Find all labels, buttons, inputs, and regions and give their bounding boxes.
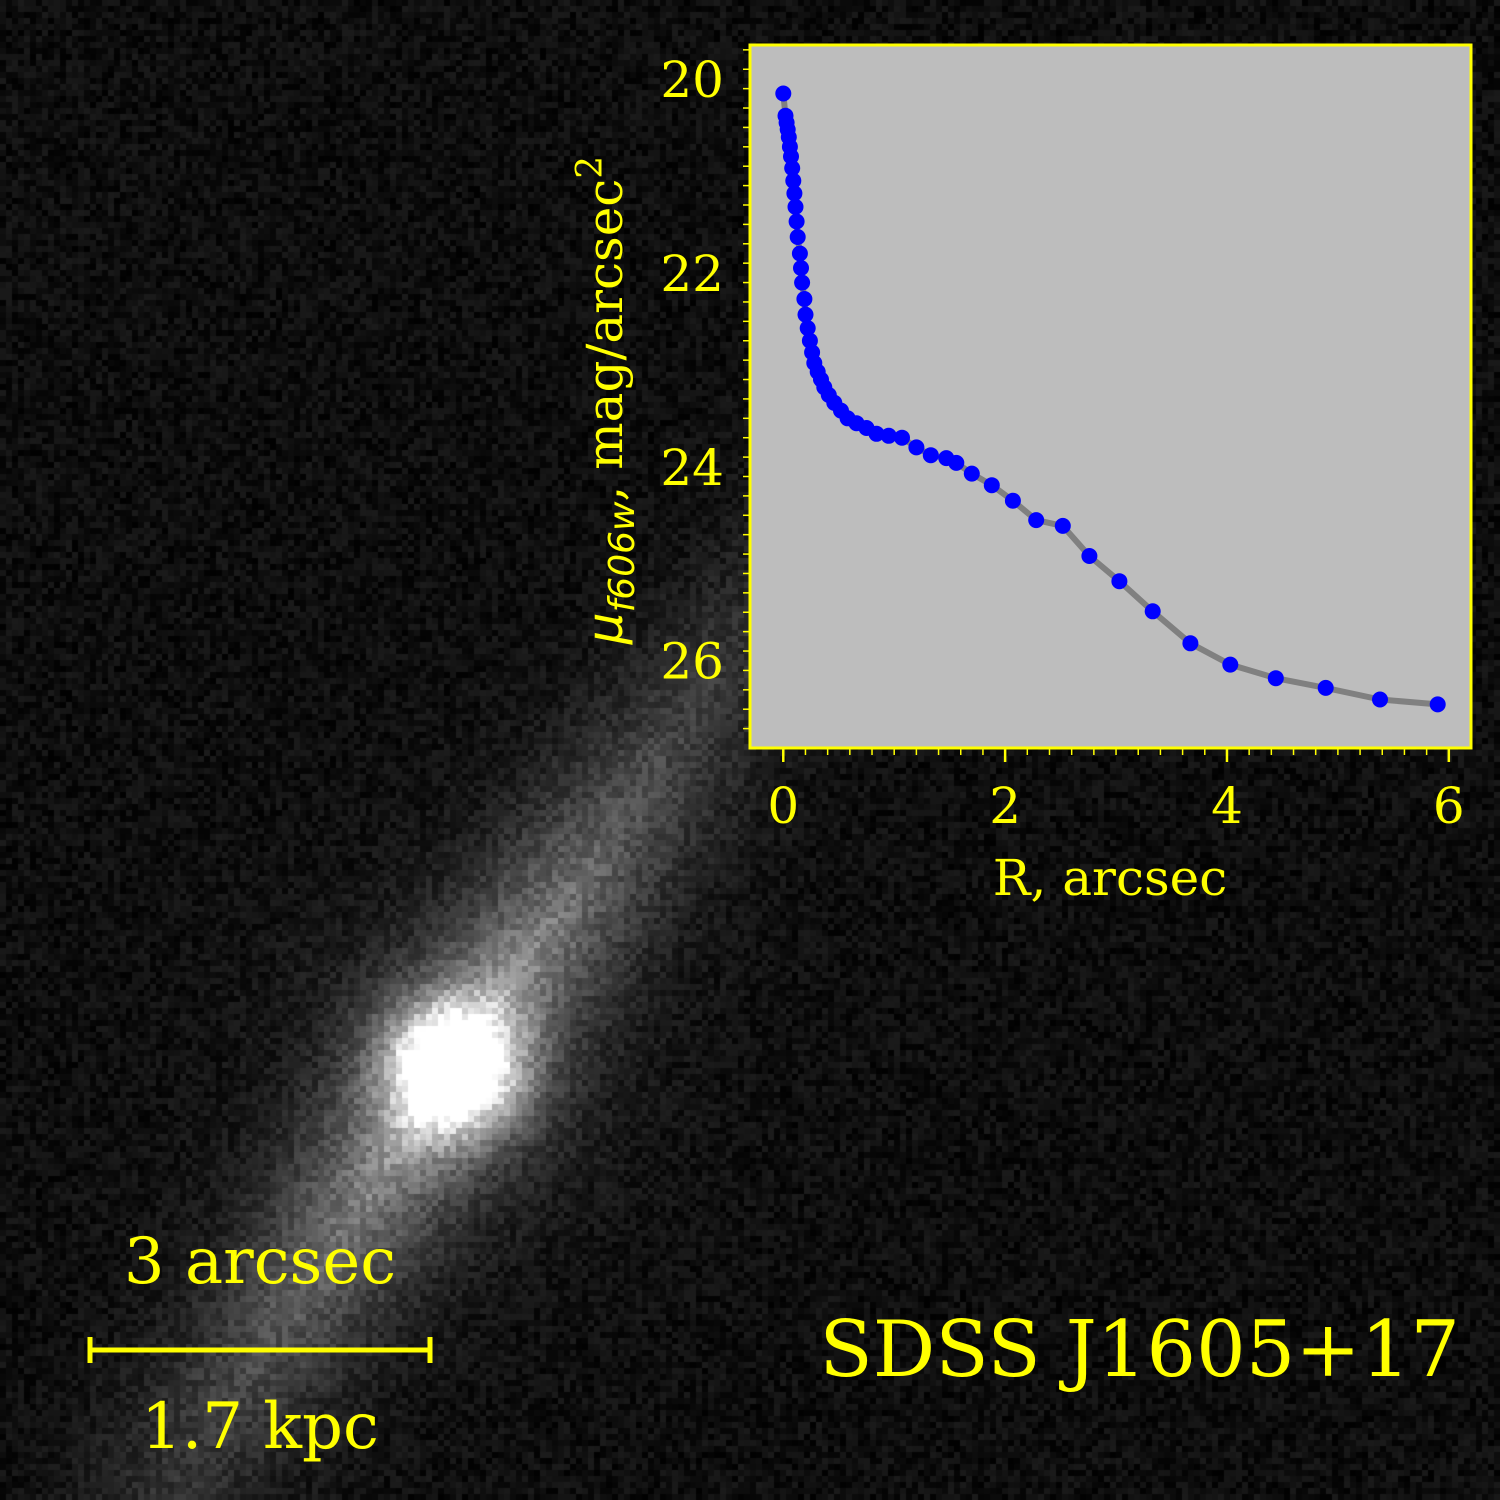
data-point: [1182, 635, 1199, 652]
data-point: [880, 427, 897, 444]
data-point: [786, 185, 803, 202]
data-point: [789, 229, 806, 245]
data-point: [1081, 548, 1098, 564]
x-tick-label: 2: [989, 777, 1021, 835]
plot-frame: [748, 43, 1473, 750]
x-tick-label: 6: [1433, 777, 1465, 835]
data-point: [775, 85, 792, 102]
object-name: SDSS J1605+17: [819, 1305, 1460, 1395]
data-point: [1144, 603, 1161, 620]
data-point: [948, 454, 965, 471]
x-tick-label: 0: [767, 777, 799, 835]
scale-bar: [87, 1337, 433, 1363]
data-point: [1222, 656, 1239, 673]
data-point: [794, 274, 811, 291]
data-point: [894, 429, 910, 446]
data-point: [796, 291, 813, 307]
y-axis-label: μf606w, mag/arcsec2: [570, 156, 643, 645]
data-point: [797, 306, 814, 323]
scale-bar-angular-label: 3 arcsec: [123, 1225, 397, 1299]
data-point: [793, 260, 809, 276]
profile-points: [775, 85, 1446, 713]
plot-area: [750, 45, 1471, 748]
data-point: [1054, 517, 1071, 534]
data-point: [868, 425, 885, 442]
data-point: [1111, 573, 1128, 590]
data-point: [1429, 696, 1446, 713]
data-point: [1372, 691, 1388, 708]
y-tick-label: 24: [660, 439, 724, 497]
y-tick-label: 26: [660, 633, 724, 691]
data-point: [1317, 679, 1334, 696]
data-point: [785, 172, 802, 189]
data-point: [963, 465, 980, 482]
data-point: [783, 148, 799, 165]
scale-bar-physical-label: 1.7 kpc: [141, 1390, 379, 1464]
y-tick-label: 20: [660, 51, 724, 109]
data-point: [983, 477, 1000, 494]
y-axis-label-subscript: f606w: [602, 501, 643, 612]
svg-text:μf606w, mag/arcsec2: μf606w, mag/arcsec2: [570, 156, 643, 645]
data-point: [908, 439, 925, 456]
data-point: [787, 198, 804, 215]
x-axis-label: R, arcsec: [993, 849, 1227, 907]
y-tick-label: 22: [660, 245, 724, 303]
data-point: [922, 447, 939, 464]
data-point: [1004, 492, 1021, 509]
data-point: [1028, 512, 1045, 529]
y-axis-label-superscript: 2: [570, 156, 611, 179]
y-axis-label-symbol: μ: [576, 612, 634, 645]
data-point: [791, 245, 808, 262]
data-point: [1267, 670, 1284, 687]
y-axis-label-text: , mag/arcsec: [576, 179, 634, 502]
x-tick-label: 4: [1211, 777, 1243, 835]
data-point: [799, 320, 816, 337]
data-point: [784, 160, 801, 177]
data-point: [788, 213, 805, 230]
